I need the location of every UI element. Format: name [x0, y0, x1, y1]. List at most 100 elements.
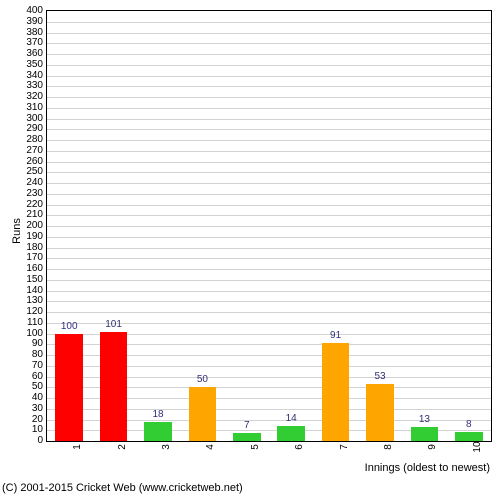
gridline	[47, 108, 491, 109]
bar-value-label: 101	[105, 319, 122, 330]
y-tick-label: 260	[26, 157, 43, 167]
x-tick-label: 7	[339, 444, 350, 450]
copyright-text: (C) 2001-2015 Cricket Web (www.cricketwe…	[2, 482, 243, 494]
gridline	[47, 248, 491, 249]
gridline	[47, 194, 491, 195]
bar-value-label: 91	[330, 330, 341, 341]
gridline	[47, 280, 491, 281]
gridline	[47, 205, 491, 206]
gridline	[47, 129, 491, 130]
bar	[455, 432, 483, 441]
y-tick-label: 290	[26, 124, 43, 134]
y-tick-label: 240	[26, 178, 43, 188]
gridline	[47, 226, 491, 227]
y-tick-label: 330	[26, 81, 43, 91]
y-tick-label: 10	[32, 425, 43, 435]
gridline	[47, 162, 491, 163]
gridline	[47, 140, 491, 141]
gridline	[47, 258, 491, 259]
gridline	[47, 237, 491, 238]
y-tick-label: 300	[26, 114, 43, 124]
y-tick-label: 360	[26, 49, 43, 59]
y-tick-label: 120	[26, 307, 43, 317]
y-tick-label: 60	[32, 372, 43, 382]
x-tick-label: 9	[427, 444, 438, 450]
x-tick-label: 4	[205, 444, 216, 450]
y-tick-label: 100	[26, 329, 43, 339]
x-tick-label: 1	[72, 444, 83, 450]
x-axis-label: Innings (oldest to newest)	[320, 462, 490, 474]
y-axis-label: Runs	[11, 218, 23, 244]
gridline	[47, 301, 491, 302]
bar	[411, 427, 439, 441]
bar	[144, 422, 172, 441]
gridline	[47, 65, 491, 66]
y-tick-label: 280	[26, 135, 43, 145]
y-tick-label: 20	[32, 415, 43, 425]
bar-value-label: 8	[466, 419, 472, 430]
gridline	[47, 291, 491, 292]
bar	[189, 387, 217, 441]
y-tick-label: 220	[26, 200, 43, 210]
bar-value-label: 18	[152, 409, 163, 420]
y-tick-label: 180	[26, 243, 43, 253]
y-tick-label: 190	[26, 232, 43, 242]
x-tick-label: 8	[383, 444, 394, 450]
y-tick-label: 250	[26, 167, 43, 177]
bar	[100, 332, 128, 441]
y-tick-label: 270	[26, 146, 43, 156]
gridline	[47, 54, 491, 55]
x-tick-label: 2	[117, 444, 128, 450]
gridline	[47, 43, 491, 44]
gridline	[47, 33, 491, 34]
y-tick-label: 40	[32, 393, 43, 403]
bar	[322, 343, 350, 441]
x-tick-label: 10	[472, 441, 483, 452]
x-tick-label: 3	[161, 444, 172, 450]
gridline	[47, 172, 491, 173]
y-tick-label: 150	[26, 275, 43, 285]
y-tick-label: 30	[32, 404, 43, 414]
gridline	[47, 22, 491, 23]
gridline	[47, 119, 491, 120]
bar	[366, 384, 394, 441]
y-tick-label: 110	[27, 318, 43, 328]
gridline	[47, 86, 491, 87]
gridline	[47, 183, 491, 184]
y-tick-label: 380	[26, 28, 43, 38]
x-tick-label: 5	[250, 444, 261, 450]
bar	[277, 426, 305, 441]
y-tick-label: 230	[26, 189, 43, 199]
y-tick-label: 140	[26, 286, 43, 296]
bar	[55, 334, 83, 442]
y-tick-label: 0	[37, 436, 43, 446]
gridline	[47, 76, 491, 77]
gridline	[47, 151, 491, 152]
y-tick-label: 400	[26, 6, 43, 16]
y-tick-label: 210	[26, 210, 43, 220]
y-tick-label: 310	[26, 103, 43, 113]
gridline	[47, 269, 491, 270]
bar	[233, 433, 261, 441]
bar-value-label: 13	[419, 414, 430, 425]
x-tick-label: 6	[294, 444, 305, 450]
plot-area: 0102030405060708090100110120130140150160…	[46, 10, 492, 442]
gridline	[47, 312, 491, 313]
bar-value-label: 50	[197, 374, 208, 385]
y-tick-label: 90	[32, 339, 43, 349]
bar-value-label: 100	[61, 321, 78, 332]
y-tick-label: 170	[26, 253, 43, 263]
y-tick-label: 80	[32, 350, 43, 360]
y-tick-label: 370	[26, 38, 43, 48]
bar-value-label: 7	[244, 420, 250, 431]
y-tick-label: 70	[32, 361, 43, 371]
gridline	[47, 215, 491, 216]
y-tick-label: 340	[26, 71, 43, 81]
y-tick-label: 350	[26, 60, 43, 70]
bar-value-label: 14	[286, 413, 297, 424]
gridline	[47, 97, 491, 98]
bar-value-label: 53	[374, 371, 385, 382]
chart-container: 0102030405060708090100110120130140150160…	[0, 0, 500, 500]
y-tick-label: 320	[26, 92, 43, 102]
y-tick-label: 390	[26, 17, 43, 27]
